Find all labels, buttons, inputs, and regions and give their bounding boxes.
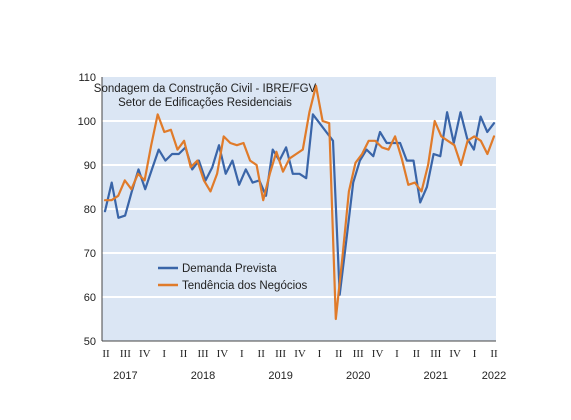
x-tick-label: II (180, 348, 188, 360)
x-tick-label: III (120, 348, 131, 360)
x-tick-label: IV (139, 348, 151, 360)
x-tick-label: I (473, 348, 477, 360)
x-tick-label: III (275, 348, 286, 360)
y-tick-label: 110 (78, 72, 96, 84)
x-tick-label: III (353, 348, 364, 360)
chart-subtitle: Setor de Edificações Residenciais (118, 97, 292, 109)
year-label: 2022 (482, 370, 506, 382)
chart-title: Sondagem da Construção Civil - IBRE/FGV (94, 83, 317, 95)
legend-label: Demanda Prevista (182, 263, 277, 275)
x-axis-ticks: II III IV I II III IV I II III IV I II III IV I II III IV I… (102, 348, 498, 360)
year-labels: 2017 2018 2019 2020 2021 2022 (113, 370, 506, 382)
y-tick-label: 70 (84, 248, 96, 260)
year-label: 2018 (191, 370, 215, 382)
x-tick-label: II (258, 348, 266, 360)
y-tick-label: 90 (84, 160, 96, 172)
x-tick-label: I (162, 348, 166, 360)
year-label: 2021 (424, 370, 448, 382)
x-tick-label: II (102, 348, 110, 360)
x-tick-label: IV (294, 348, 306, 360)
x-tick-label: I (395, 348, 399, 360)
year-label: 2020 (346, 370, 370, 382)
y-tick-label: 100 (78, 116, 96, 128)
x-tick-label: I (318, 348, 322, 360)
x-tick-label: IV (372, 348, 384, 360)
grid-lines (101, 77, 496, 342)
y-tick-label: 80 (84, 204, 96, 216)
y-tick-label: 50 (84, 336, 96, 348)
x-tick-label: I (240, 348, 244, 360)
series-line-1 (103, 84, 496, 321)
year-label: 2019 (268, 370, 292, 382)
y-tick-label: 60 (84, 292, 96, 304)
y-axis-ticks: 50 60 70 80 90 100 110 (78, 72, 96, 348)
x-tick-label: II (335, 348, 343, 360)
x-tick-label: III (198, 348, 209, 360)
series-line-0 (103, 111, 496, 296)
x-tick-label: III (430, 348, 441, 360)
x-tick-label: II (490, 348, 498, 360)
x-tick-label: IV (449, 348, 461, 360)
legend-label: Tendência dos Negócios (182, 280, 308, 292)
year-label: 2017 (113, 370, 137, 382)
series-lines (103, 84, 496, 321)
x-tick-label: IV (217, 348, 229, 360)
legend: Demanda Prevista Tendência dos Negócios (158, 263, 308, 292)
x-tick-label: II (413, 348, 421, 360)
